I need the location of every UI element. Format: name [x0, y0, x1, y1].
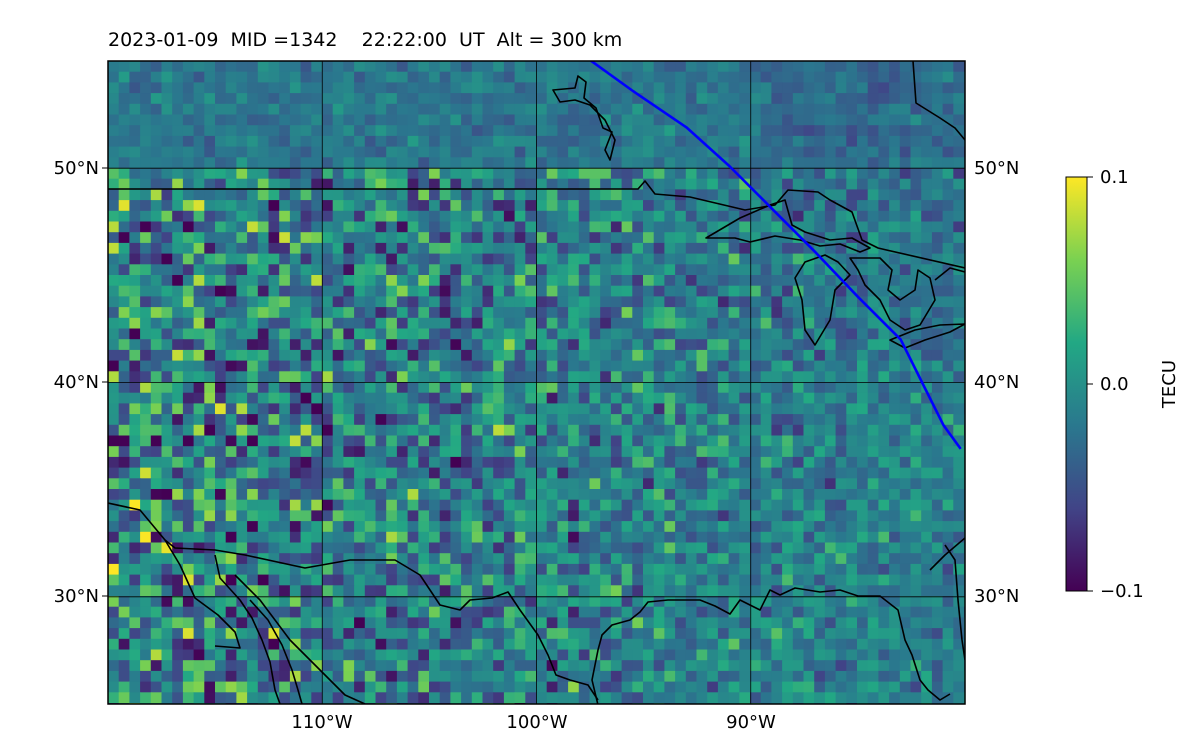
colorbar-bar: [1065, 176, 1088, 592]
lake-michigan: [794, 254, 851, 346]
lake-erie: [889, 323, 965, 349]
mexico-inner-coast: [249, 599, 303, 704]
colorbar: 0.1 0.0 −0.1 TECU: [1065, 167, 1180, 602]
lake-winnipeg: [552, 75, 616, 161]
lat-label-40-left: 40°N: [54, 372, 99, 393]
lat-label-30-right: 30°N: [974, 586, 1019, 607]
colorbar-label-max: 0.1: [1100, 167, 1129, 188]
florida-coast: [929, 537, 965, 571]
title-date: 2023-01-09: [108, 29, 219, 51]
us-canada-border: [108, 180, 965, 269]
title-mid: MID =1342: [230, 29, 338, 51]
colorbar-label-min: −0.1: [1100, 581, 1144, 602]
colorbar-label-zero: 0.0: [1100, 374, 1129, 395]
mexico-mainland-coast: [234, 574, 366, 704]
lake-ontario: [934, 267, 965, 281]
satellite-track: [589, 61, 962, 450]
map-title: 2023-01-09 MID =1342 22:22:00 UT Alt = 3…: [108, 29, 622, 51]
us-mexico-border: [108, 502, 599, 701]
atlantic-coast: [944, 544, 965, 661]
hudson-bay-coast: [912, 61, 965, 141]
lake-superior: [705, 199, 871, 253]
tec-raster: [108, 61, 965, 704]
gridlines: [108, 61, 965, 704]
lat-label-50-left: 50°N: [54, 158, 99, 179]
lat-label-40-right: 40°N: [974, 372, 1019, 393]
colorbar-title: TECU: [1159, 360, 1180, 409]
lat-tick-labels: 30°N 40°N 50°N 30°N 40°N 50°N: [54, 158, 1020, 607]
lat-label-30-left: 30°N: [54, 586, 99, 607]
coastlines-borders: [108, 61, 965, 704]
gulf-of-california: [214, 554, 281, 704]
title-time: 22:22:00 UT: [361, 29, 485, 51]
gulf-coast: [591, 587, 951, 704]
lon-label-90w: 90°W: [726, 712, 776, 733]
baja-coast: [164, 539, 241, 649]
lon-label-100w: 100°W: [506, 712, 567, 733]
title-alt: Alt = 300 km: [496, 29, 623, 51]
lat-label-50-right: 50°N: [974, 158, 1019, 179]
lon-label-110w: 110°W: [291, 712, 352, 733]
lake-huron: [849, 257, 936, 331]
lon-tick-labels: 110°W 100°W 90°W: [291, 712, 776, 733]
